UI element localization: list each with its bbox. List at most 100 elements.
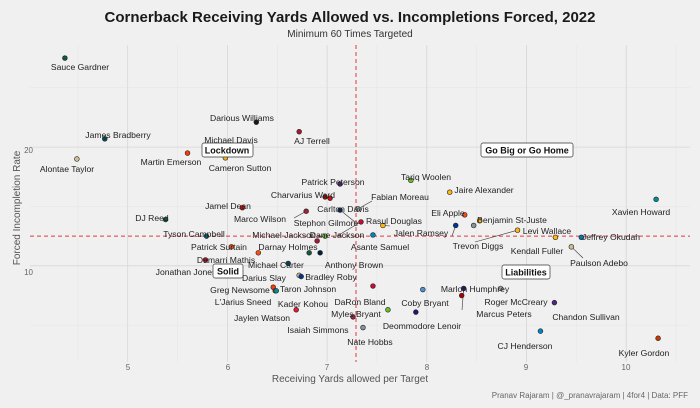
point-label: Patrick Surtain: [191, 242, 247, 252]
point-label: Kendall Fuller: [511, 246, 564, 256]
point-label: Michael Davis: [204, 135, 258, 145]
point-label: Bradley Roby: [305, 272, 357, 282]
point-label: Jalen Ramsey: [394, 228, 449, 238]
point-label: Martin Emerson: [141, 157, 202, 167]
point-label: Levi Wallace: [523, 226, 572, 236]
leader-line: [474, 229, 518, 243]
data-point: [273, 288, 279, 294]
data-point: [653, 196, 659, 203]
data-point: [385, 307, 391, 313]
point-label: Tyson Campbell: [163, 229, 225, 239]
leader-lines: [293, 200, 584, 311]
data-point: [317, 250, 323, 256]
point-label: Michael Jackson: [252, 230, 316, 240]
point-label: Damarri Mathis: [197, 255, 255, 265]
point-label: CJ Henderson: [498, 341, 553, 351]
data-point: [74, 156, 80, 162]
data-point: [380, 222, 386, 229]
quadrant-label-lockdown: Lockdown: [201, 142, 254, 158]
svg-text:Go Big or Go Home: Go Big or Go Home: [485, 146, 569, 156]
y-tick-label: 20: [24, 146, 33, 155]
data-point: [184, 150, 191, 156]
point-label: Myles Bryant: [331, 309, 381, 319]
point-label: Alontae Taylor: [40, 164, 94, 174]
data-point: [413, 309, 419, 315]
point-label: Marcus Peters: [476, 309, 531, 319]
x-tick-label: 8: [425, 363, 430, 372]
svg-text:Liabilities: Liabilities: [505, 268, 547, 278]
data-point: [370, 232, 376, 238]
point-label: Kyler Gordon: [619, 348, 670, 358]
points: [62, 55, 661, 341]
point-label: Patrick Peterson: [301, 177, 364, 187]
data-point: [552, 234, 559, 241]
y-axis-title: Forced Incompletion Rate: [12, 150, 23, 265]
x-tick-label: 5: [126, 363, 131, 372]
data-point: [285, 260, 291, 267]
data-point: [460, 285, 467, 292]
point-label: Dane Jackson: [310, 230, 365, 240]
data-point: [296, 128, 302, 135]
data-point: [162, 216, 169, 223]
data-point: [453, 222, 459, 229]
data-point: [228, 244, 235, 250]
quadrant-label-go-big-or-go-home: Go Big or Go Home: [480, 142, 574, 158]
point-label: Darius Slay: [242, 273, 287, 283]
data-point: [102, 136, 108, 142]
data-point: [537, 328, 544, 334]
point-label: Xavien Howard: [612, 207, 670, 217]
point-label: L'Jarius Sneed: [215, 297, 272, 307]
leader-line: [339, 209, 356, 223]
data-point: [322, 194, 328, 200]
svg-text:Lockdown: Lockdown: [205, 146, 250, 156]
quadrant-label-liabilities: Liabilities: [501, 264, 551, 280]
chart-title: Cornerback Receiving Yards Allowed vs. I…: [104, 9, 595, 26]
data-point: [447, 189, 453, 195]
x-tick-label: 7: [325, 363, 330, 372]
data-point: [202, 257, 209, 263]
data-point: [470, 222, 477, 229]
data-point: [408, 177, 414, 184]
point-label: Eli Apple: [431, 208, 465, 218]
point-label: Coby Bryant: [401, 298, 449, 308]
data-point: [327, 195, 333, 201]
point-label: DaRon Bland: [334, 297, 385, 307]
data-point: [360, 324, 366, 331]
point-label: Charvarius Ward: [271, 190, 335, 200]
point-label: Fabian Moreau: [371, 192, 429, 202]
point-label: Jonathan Jones: [156, 267, 217, 277]
data-point: [420, 286, 426, 293]
x-axis-title: Receiving Yards allowed per Target: [272, 374, 428, 385]
point-label: AJ Terrell: [294, 136, 330, 146]
data-point: [568, 244, 575, 250]
data-point: [337, 181, 343, 187]
point-label: Greg Newsome: [210, 285, 270, 295]
point-label: Carlton Davis: [317, 204, 369, 214]
point-label: Deommodore Lenoir: [383, 321, 461, 331]
data-point: [350, 314, 356, 320]
y-tick-label: 10: [24, 268, 33, 277]
point-label: Anthony Brown: [325, 260, 384, 270]
quadrant-labels: Lockdown Go Big or Go Home Solid Liabili…: [201, 142, 574, 280]
point-label: Marco Wilson: [234, 214, 286, 224]
point-label: Darnay Holmes: [258, 242, 317, 252]
data-point: [655, 335, 661, 341]
point-label: Isaiah Simmons: [287, 325, 348, 335]
data-point: [298, 273, 304, 280]
data-point: [461, 212, 468, 218]
point-label: Rasul Douglas: [366, 216, 422, 226]
point-label: Jaylen Watson: [234, 313, 290, 323]
tick-labels: 5 6 7 8 9 10 10 20: [24, 146, 631, 372]
point-label: Kader Kohou: [278, 299, 328, 309]
data-point: [239, 204, 246, 211]
data-point: [476, 218, 483, 224]
caption: Pranav Rajaram | @_pranavrajaram | 4for4…: [492, 391, 688, 400]
data-point: [358, 219, 364, 225]
data-point: [551, 299, 558, 306]
chart-subtitle: Minimum 60 Times Targeted: [287, 29, 412, 40]
data-point: [303, 208, 309, 214]
data-point: [322, 233, 328, 239]
point-labels: Sauce Gardner James Bradberry Alontae Tayl…: [40, 62, 671, 358]
